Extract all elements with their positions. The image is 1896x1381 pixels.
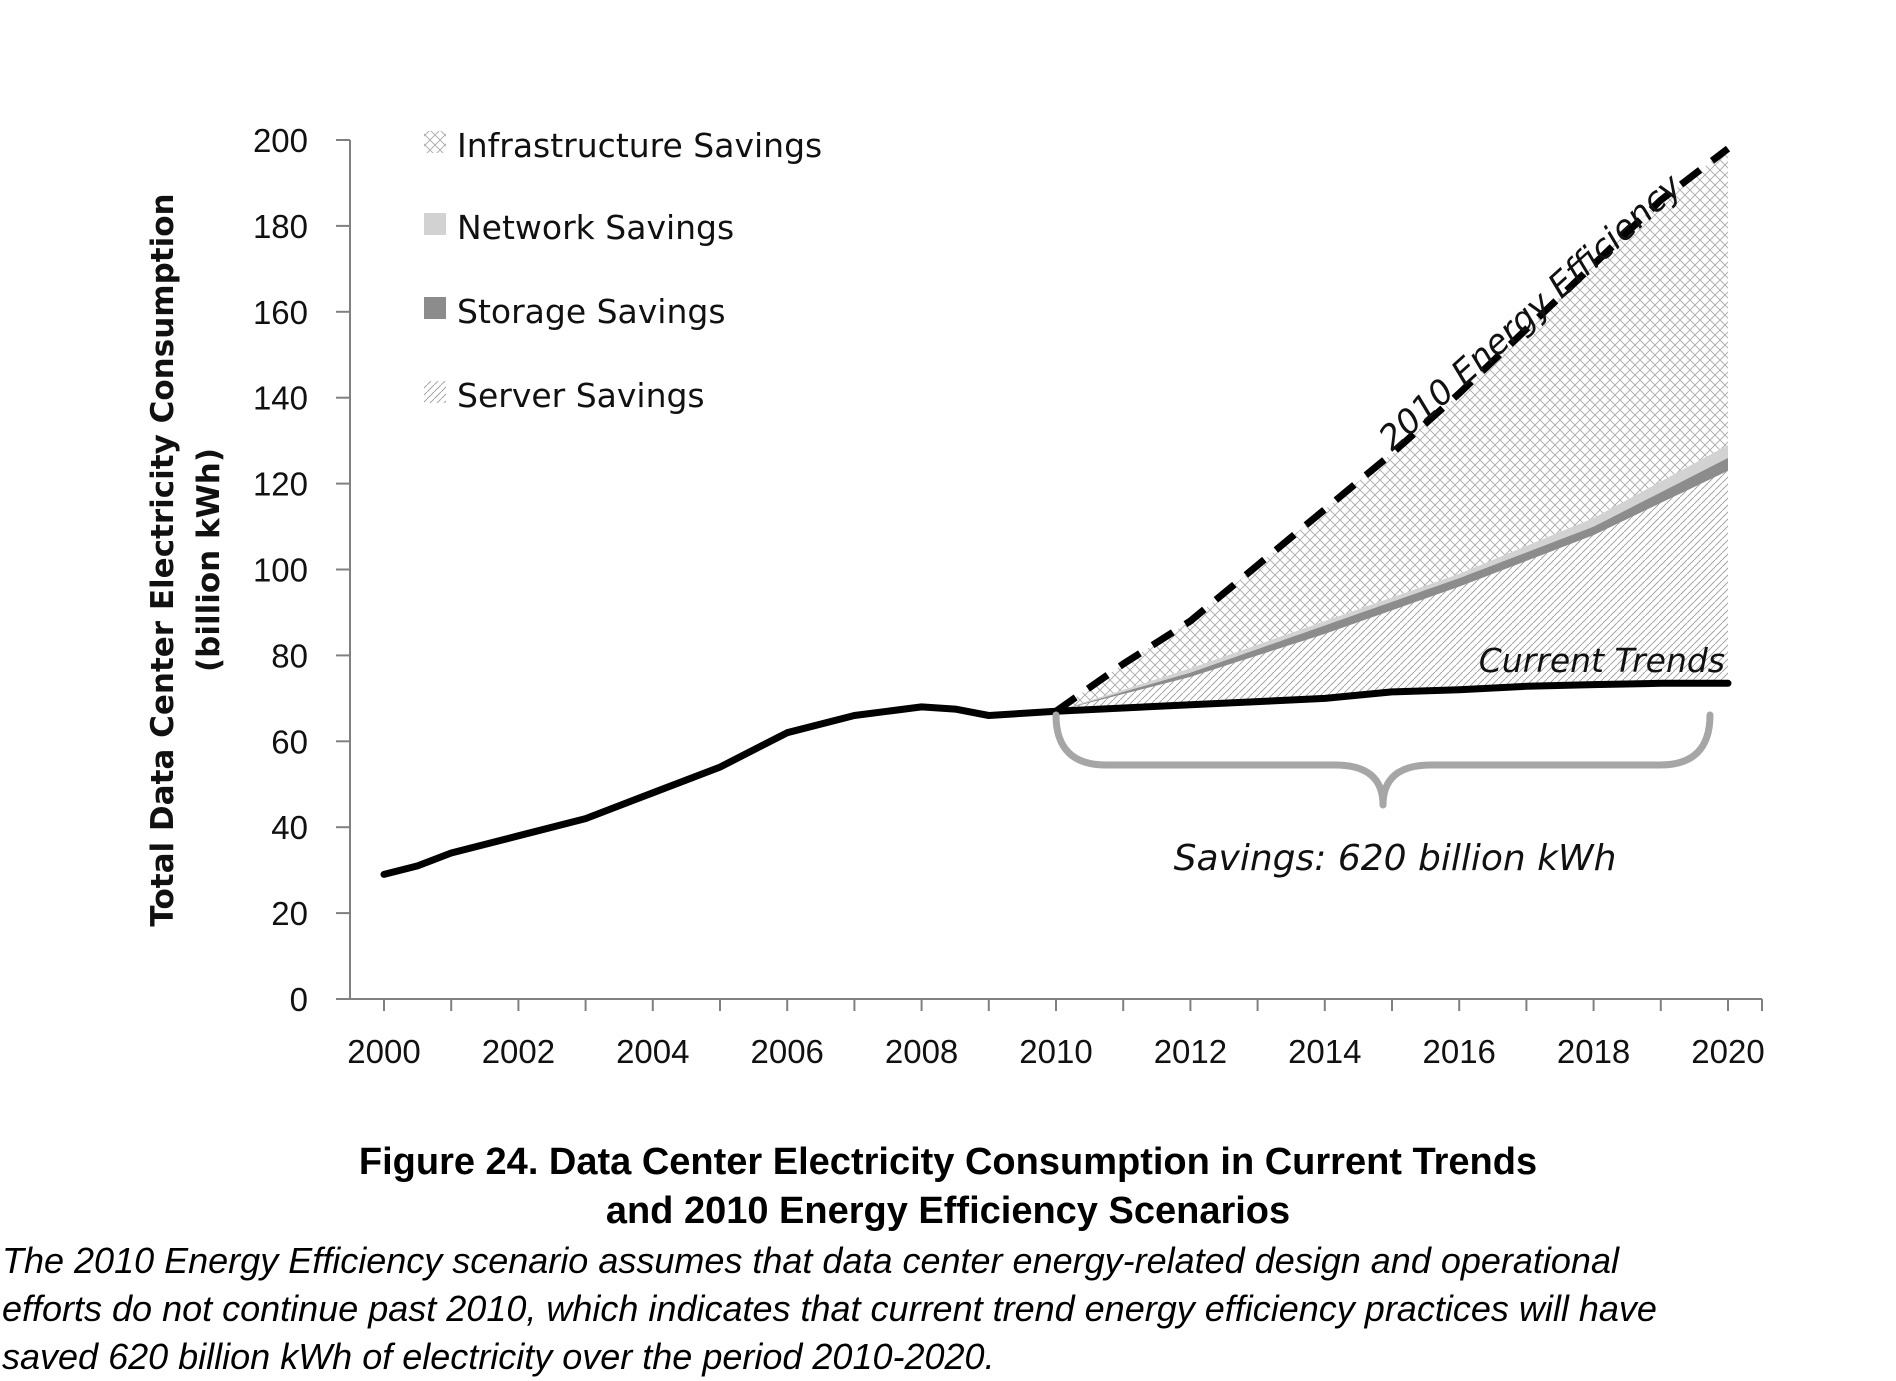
x-tick-label: 2016 xyxy=(1422,1033,1495,1070)
ticks: 0 20 40 60 80 100 120 140 160 180 200 2000 2002 2004 2… xyxy=(253,122,1765,1070)
y-axis-title: Total Data Center Electricity Consumptio… xyxy=(145,193,227,926)
legend-label-infrastructure: Infrastructure Savings xyxy=(457,126,822,165)
figure-title-line2: and 2010 Energy Efficiency Scenarios xyxy=(605,1190,1291,1232)
x-tick-label: 2014 xyxy=(1288,1033,1361,1070)
caption-line-2: efforts do not continue past 2010, which… xyxy=(2,1288,1657,1329)
x-tick-label: 2010 xyxy=(1019,1033,1092,1070)
savings-brace xyxy=(1052,711,1714,809)
y-tick-label: 200 xyxy=(253,122,308,159)
legend-swatch-network xyxy=(424,213,446,235)
legend-label-storage: Storage Savings xyxy=(457,292,726,331)
legend-swatch-server xyxy=(424,381,446,403)
legend-item-server: Server Savings xyxy=(424,376,705,415)
current-trends-line xyxy=(1052,679,1732,715)
figure-caption: The 2010 Energy Efficiency scenario assu… xyxy=(2,1237,1892,1381)
server-savings-area xyxy=(1056,470,1728,712)
y-tick-label: 40 xyxy=(271,809,308,846)
x-tick-label: 2000 xyxy=(347,1033,420,1070)
current-trends-label: Current Trends xyxy=(1479,641,1725,680)
legend-item-storage: Storage Savings xyxy=(424,292,726,331)
legend-swatch-storage xyxy=(424,297,446,319)
y-tick-label: 100 xyxy=(253,552,308,589)
legend-label-network: Network Savings xyxy=(457,208,734,247)
y-tick-label: 80 xyxy=(271,637,308,674)
x-tick-label: 2020 xyxy=(1691,1033,1764,1070)
x-tick-label: 2002 xyxy=(482,1033,555,1070)
legend-item-infrastructure: Infrastructure Savings xyxy=(424,126,822,165)
series-lines xyxy=(380,145,1732,878)
x-tick-label: 2008 xyxy=(885,1033,958,1070)
y-axis-title-line2: (billion kWh) xyxy=(191,448,227,672)
x-tick-label: 2006 xyxy=(750,1033,823,1070)
savings-label: Savings: 620 billion kWh xyxy=(1174,838,1617,879)
chart: 0 20 40 60 80 100 120 140 160 180 200 2000 2002 2004 2… xyxy=(145,122,1765,1070)
x-tick-label: 2012 xyxy=(1154,1033,1227,1070)
y-tick-label: 120 xyxy=(253,466,308,503)
y-axis-title-line1: Total Data Center Electricity Consumptio… xyxy=(145,193,181,926)
y-tick-label: 60 xyxy=(271,723,308,760)
energy-efficiency-line xyxy=(1053,145,1731,715)
y-tick-label: 140 xyxy=(253,380,308,417)
y-tick-label: 180 xyxy=(253,208,308,245)
caption-line-3: saved 620 billion kWh of electricity ove… xyxy=(2,1336,995,1377)
y-tick-label: 20 xyxy=(271,895,308,932)
figure-title-line1: Figure 24. Data Center Electricity Consu… xyxy=(358,1141,1538,1183)
legend-label-server: Server Savings xyxy=(457,376,705,415)
legend: Infrastructure Savings Network Savings S… xyxy=(424,126,822,415)
y-tick-label: 160 xyxy=(253,294,308,331)
historical-consumption-line xyxy=(380,703,1060,878)
figure-title: Figure 24. Data Center Electricity Consu… xyxy=(0,1138,1896,1236)
caption-line-1: The 2010 Energy Efficiency scenario assu… xyxy=(2,1240,1619,1281)
x-tick-label: 2004 xyxy=(616,1033,689,1070)
x-tick-label: 2018 xyxy=(1557,1033,1630,1070)
legend-item-network: Network Savings xyxy=(424,208,734,247)
y-tick-label: 0 xyxy=(290,981,308,1018)
legend-swatch-infrastructure xyxy=(424,131,446,153)
